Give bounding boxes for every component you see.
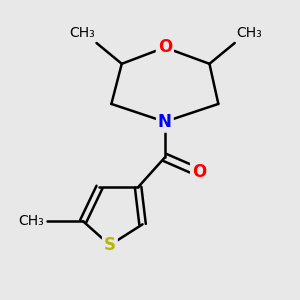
Text: CH₃: CH₃: [236, 26, 262, 40]
Text: N: N: [158, 113, 172, 131]
Text: CH₃: CH₃: [69, 26, 95, 40]
Text: CH₃: CH₃: [19, 214, 44, 228]
Text: O: O: [158, 38, 172, 56]
Text: S: S: [104, 236, 116, 254]
Text: O: O: [192, 163, 206, 181]
